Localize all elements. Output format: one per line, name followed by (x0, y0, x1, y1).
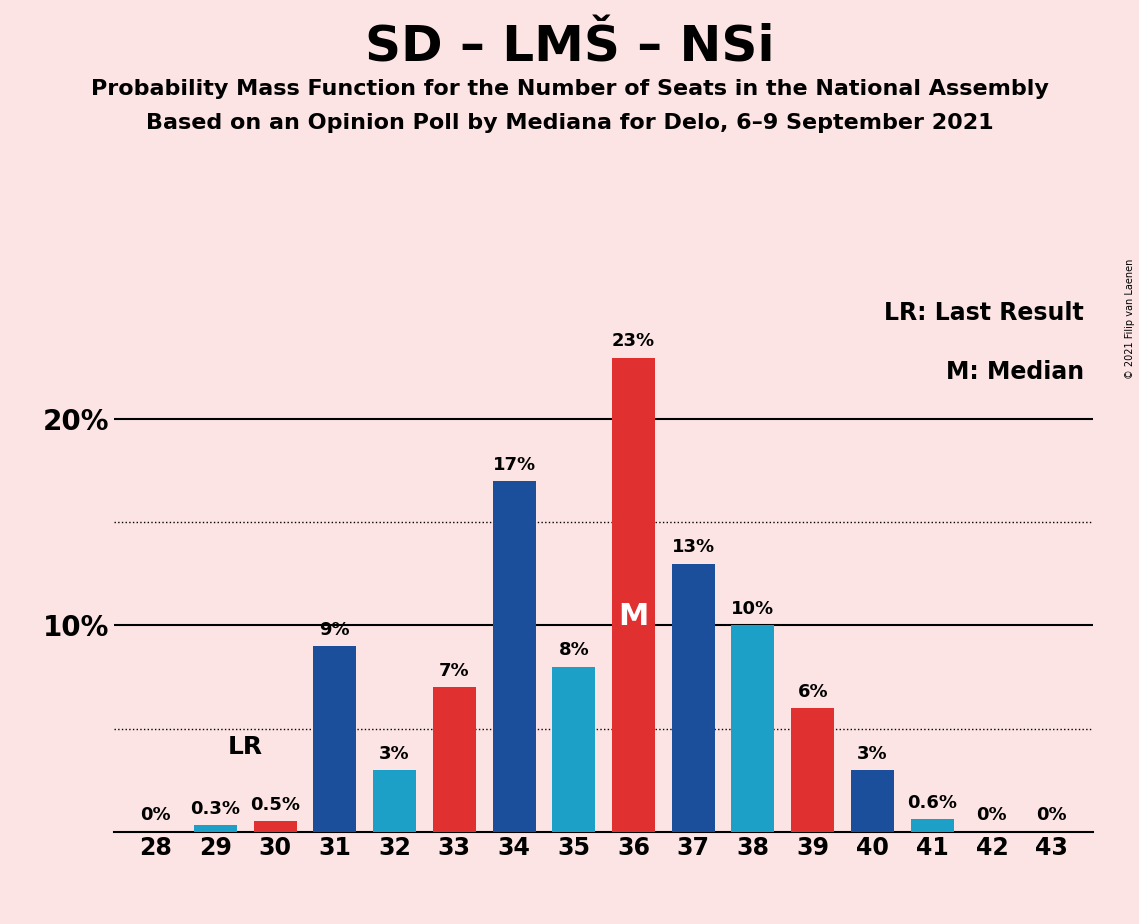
Text: 13%: 13% (672, 539, 715, 556)
Bar (672, 564, 715, 832)
Bar (313, 646, 357, 832)
Text: 6%: 6% (797, 683, 828, 700)
Text: M: Median: M: Median (945, 360, 1083, 384)
Text: 0.5%: 0.5% (251, 796, 301, 814)
Text: Based on an Opinion Poll by Mediana for Delo, 6–9 September 2021: Based on an Opinion Poll by Mediana for … (146, 113, 993, 133)
Text: LR: LR (228, 736, 263, 760)
Text: 8%: 8% (558, 641, 589, 660)
Text: 23%: 23% (612, 333, 655, 350)
Bar (254, 821, 296, 832)
Text: 7%: 7% (439, 663, 469, 680)
Text: LR: Last Result: LR: Last Result (884, 301, 1083, 325)
Text: 3%: 3% (858, 745, 887, 762)
Bar (194, 825, 237, 832)
Text: Probability Mass Function for the Number of Seats in the National Assembly: Probability Mass Function for the Number… (91, 79, 1048, 99)
Text: M: M (618, 602, 649, 630)
Bar (911, 820, 953, 832)
Bar (552, 667, 596, 832)
Text: 0.6%: 0.6% (907, 794, 957, 812)
Text: SD – LMŠ – NSi: SD – LMŠ – NSi (364, 23, 775, 71)
Text: 0%: 0% (976, 807, 1007, 824)
Bar (433, 687, 476, 832)
Text: 0%: 0% (140, 807, 171, 824)
Text: 0%: 0% (1036, 807, 1067, 824)
Text: 10%: 10% (731, 601, 775, 618)
Bar (492, 481, 535, 832)
Bar (851, 770, 894, 832)
Bar (731, 626, 775, 832)
Text: 9%: 9% (320, 621, 350, 638)
Bar (374, 770, 416, 832)
Text: 17%: 17% (492, 456, 535, 474)
Bar (612, 358, 655, 832)
Bar (792, 708, 834, 832)
Text: 3%: 3% (379, 745, 410, 762)
Text: 0.3%: 0.3% (190, 800, 240, 819)
Text: © 2021 Filip van Laenen: © 2021 Filip van Laenen (1125, 259, 1134, 379)
